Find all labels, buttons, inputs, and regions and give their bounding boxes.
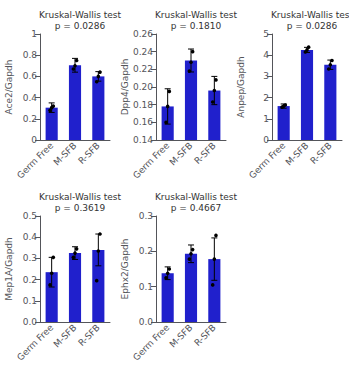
svg-text:R-SFB: R-SFB [192,322,218,348]
svg-text:0.3: 0.3 [23,253,37,263]
svg-text:0.14: 0.14 [133,135,153,145]
svg-text:Mep1A/Gapdh: Mep1A/Gapdh [4,237,14,301]
svg-text:0: 0 [263,135,269,145]
svg-text:p = 0.0286: p = 0.0286 [287,21,338,31]
svg-text:0.0: 0.0 [23,317,38,327]
svg-text:0.8: 0.8 [23,50,38,60]
svg-text:Germ Free: Germ Free [247,140,287,180]
svg-text:0.4: 0.4 [23,93,38,103]
svg-text:1: 1 [31,29,37,39]
svg-text:0.1: 0.1 [139,282,153,292]
svg-text:p = 0.3619: p = 0.3619 [55,203,106,213]
svg-text:M-SFB: M-SFB [284,140,311,167]
svg-text:Germ Free: Germ Free [15,140,55,180]
svg-text:Kruskal-Wallis test: Kruskal-Wallis test [155,10,238,20]
svg-text:0.2: 0.2 [23,275,37,285]
svg-text:0.20: 0.20 [133,82,153,92]
svg-text:0.3: 0.3 [139,211,153,221]
svg-text:3: 3 [263,71,269,81]
svg-text:Kruskal-Wallis test: Kruskal-Wallis test [39,192,122,202]
svg-text:0.26: 0.26 [133,29,153,39]
svg-text:5: 5 [263,29,269,39]
svg-text:0.6: 0.6 [23,71,38,81]
svg-text:2: 2 [263,93,269,103]
svg-text:Dpp4/Gapdh: Dpp4/Gapdh [120,59,130,116]
svg-text:0.2: 0.2 [23,114,37,124]
svg-text:Germ Free: Germ Free [131,322,171,362]
svg-text:0.5: 0.5 [23,211,37,221]
svg-text:R-SFB: R-SFB [76,322,102,348]
svg-text:Ace2/Gapdh: Ace2/Gapdh [4,60,14,115]
svg-text:Kruskal-Wallis test: Kruskal-Wallis test [39,10,122,20]
svg-text:0.22: 0.22 [133,64,153,74]
svg-text:p = 0.0286: p = 0.0286 [55,21,106,31]
svg-text:0.16: 0.16 [133,117,153,127]
svg-text:0.2: 0.2 [139,246,153,256]
svg-text:M-SFB: M-SFB [168,322,195,349]
svg-text:R-SFB: R-SFB [308,140,334,166]
svg-text:0: 0 [31,135,37,145]
svg-text:0.1: 0.1 [23,296,37,306]
svg-text:Ephx2/Gapdh: Ephx2/Gapdh [120,239,130,300]
svg-text:Kruskal-Wallis test: Kruskal-Wallis test [155,192,238,202]
svg-text:Anpep/Gapdh: Anpep/Gapdh [236,56,246,117]
svg-text:R-SFB: R-SFB [76,140,102,166]
svg-text:0.18: 0.18 [133,100,153,110]
svg-text:p = 0.4667: p = 0.4667 [171,203,221,213]
svg-text:M-SFB: M-SFB [52,322,79,349]
svg-text:M-SFB: M-SFB [52,140,79,167]
svg-text:Kruskal-Wallis test: Kruskal-Wallis test [271,10,349,20]
svg-text:0.0: 0.0 [139,317,154,327]
svg-text:0.4: 0.4 [23,232,38,242]
svg-text:M-SFB: M-SFB [168,140,195,167]
svg-text:p = 0.1810: p = 0.1810 [171,21,222,31]
svg-text:Germ Free: Germ Free [131,140,171,180]
svg-text:4: 4 [263,50,269,60]
svg-text:R-SFB: R-SFB [192,140,218,166]
svg-text:Germ Free: Germ Free [15,322,55,362]
svg-text:1: 1 [263,114,269,124]
svg-text:0.24: 0.24 [133,47,153,57]
